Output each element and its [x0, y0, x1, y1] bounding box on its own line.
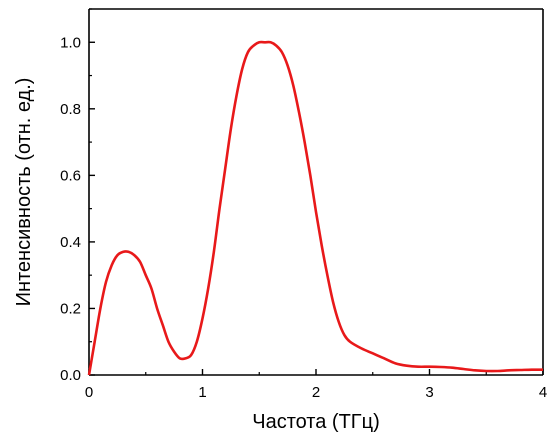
x-tick-label: 1: [198, 384, 206, 401]
plot-area: [88, 8, 544, 376]
x-axis-title: Частота (ТГц): [252, 411, 380, 433]
y-axis-title: Интенсивность (отн. ед.): [13, 78, 35, 307]
y-tick-label: 0.0: [60, 367, 81, 384]
y-ticks: 0.0 0.2 0.4 0.6 0.8 1.0: [60, 8, 95, 384]
y-tick-label: 0.8: [60, 101, 81, 118]
x-tick-label: 3: [425, 384, 433, 401]
series-layer: [87, 40, 544, 376]
y-tick-label: 0.4: [60, 234, 81, 251]
x-tick-label: 0: [85, 384, 93, 401]
y-tick-label: 1.0: [60, 34, 81, 51]
x-ticks: 0 1 2 3 4: [85, 369, 547, 401]
x-tick-label: 2: [312, 384, 320, 401]
series-line: [87, 40, 544, 376]
y-tick-label: 0.2: [60, 300, 81, 317]
x-tick-label: 4: [539, 384, 547, 401]
y-tick-label: 0.6: [60, 167, 81, 184]
